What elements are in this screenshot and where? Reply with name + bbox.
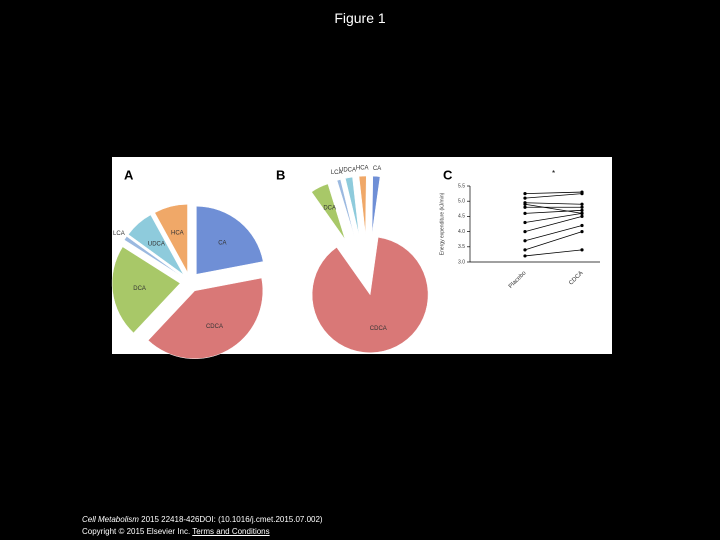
footer: Cell Metabolism 2015 22418-426DOI: (10.1… — [82, 514, 323, 538]
subject-point — [580, 211, 584, 215]
subject-line — [524, 202, 583, 205]
terms-link[interactable]: Terms and Conditions — [192, 527, 270, 536]
panel-label: A — [124, 167, 134, 182]
y-tick-label: 3.5 — [458, 244, 465, 250]
subject-point — [523, 230, 527, 234]
slice-label: HCA — [356, 166, 369, 172]
subject-line — [524, 249, 583, 257]
subject-line — [524, 212, 583, 223]
subject-point — [580, 214, 584, 218]
pie-slice — [147, 277, 264, 359]
citation: 2015 22418-426DOI: (10.1016/j.cmet.2015.… — [138, 515, 323, 524]
citation-line: Cell Metabolism 2015 22418-426DOI: (10.1… — [82, 514, 323, 526]
subject-point — [523, 205, 527, 209]
subject-line — [524, 193, 583, 199]
slice-label: UDCA — [148, 241, 165, 247]
slice-label: UDCA — [339, 167, 356, 173]
pie-slice — [111, 246, 181, 334]
slice-label: CA — [373, 166, 381, 172]
subject-point — [580, 248, 584, 252]
copyright-line: Copyright © 2015 Elsevier Inc. Terms and… — [82, 526, 323, 538]
annotation: * — [552, 169, 555, 178]
y-tick-label: 4.5 — [458, 214, 465, 220]
subject-point — [523, 248, 527, 252]
subject-point — [580, 223, 584, 228]
slide-title: Figure 1 — [334, 10, 386, 26]
slice-label: LCA — [331, 170, 343, 176]
journal: Cell Metabolism — [82, 515, 139, 524]
pie-slice — [196, 206, 264, 275]
subject-point — [580, 192, 584, 196]
y-tick-label: 4.0 — [458, 229, 465, 235]
subject-point — [523, 211, 527, 215]
subject-point — [580, 205, 584, 209]
subject-line — [524, 203, 583, 214]
subject-line — [524, 191, 583, 194]
pie-slice — [358, 175, 367, 235]
pie-slice — [311, 183, 346, 240]
subject-point — [523, 254, 527, 258]
pie-slice — [128, 214, 184, 275]
pie-slice — [345, 176, 360, 235]
slice-label: CA — [218, 240, 226, 246]
subject-point — [523, 192, 527, 196]
subject-line — [524, 231, 583, 251]
slice-label: DCA — [133, 286, 146, 292]
slice-label: HCA — [171, 230, 184, 236]
subject-line — [524, 216, 583, 232]
subject-point — [580, 208, 584, 212]
pie-slice — [123, 236, 182, 277]
slice-label: DCA — [323, 206, 336, 212]
subject-line — [524, 225, 583, 242]
slice-label: LCA — [113, 231, 125, 237]
subject-line — [524, 209, 583, 214]
pie-slice — [311, 237, 429, 353]
copyright: Copyright © 2015 Elsevier Inc. — [82, 527, 193, 536]
slice-label: CDCA — [206, 324, 223, 330]
panel-label: B — [276, 167, 285, 182]
y-axis-label: Energy expenditure (kJ/min) — [439, 192, 445, 255]
subject-point — [523, 239, 527, 243]
y-tick-label: 5.0 — [458, 199, 465, 205]
subject-point — [523, 196, 527, 200]
pie-slice — [154, 204, 188, 273]
slice-label: CDCA — [370, 326, 387, 332]
y-tick-label: 5.5 — [458, 183, 465, 189]
y-tick-label: 3.0 — [458, 259, 465, 265]
subject-point — [580, 202, 584, 206]
pie-slice — [336, 179, 355, 236]
pie-slice — [371, 175, 381, 235]
panel-label: C — [443, 167, 453, 182]
subject-point — [523, 202, 527, 206]
subject-point — [523, 220, 527, 225]
subject-point — [580, 230, 584, 234]
